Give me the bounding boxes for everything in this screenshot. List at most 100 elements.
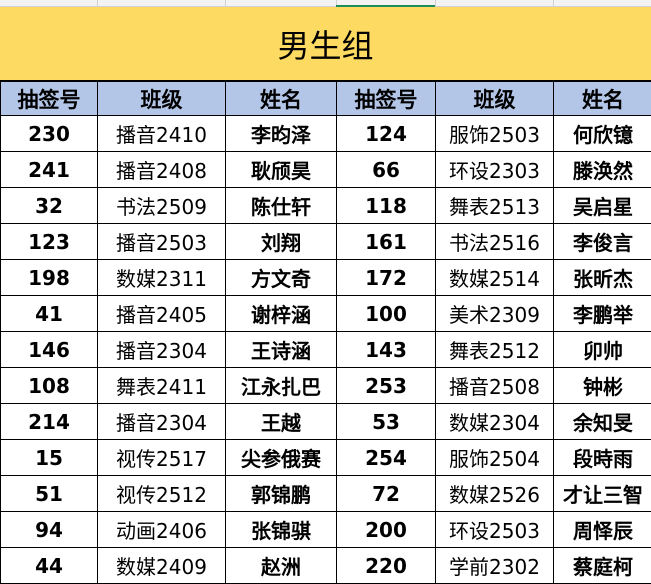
cell-class[interactable]: 数媒2526 <box>436 476 554 512</box>
cell-name[interactable]: 张锦骐 <box>226 512 337 548</box>
cell-class[interactable]: 数媒2304 <box>436 404 554 440</box>
cell-draw-number[interactable]: 214 <box>1 404 98 440</box>
cell-name[interactable]: 何欣镱 <box>554 116 651 152</box>
cell-class[interactable]: 视传2512 <box>98 476 226 512</box>
cell-class[interactable]: 播音2503 <box>98 224 226 260</box>
cell-name[interactable]: 张昕杰 <box>554 260 651 296</box>
cell-name[interactable]: 周怿辰 <box>554 512 651 548</box>
column-divider <box>225 0 226 6</box>
cell-draw-number[interactable]: 230 <box>1 116 98 152</box>
cell-class[interactable]: 播音2304 <box>98 332 226 368</box>
cell-draw-number[interactable]: 53 <box>337 404 436 440</box>
cell-draw-number[interactable]: 32 <box>1 188 98 224</box>
cell-class[interactable]: 播音2405 <box>98 296 226 332</box>
cell-name[interactable]: 王诗涵 <box>226 332 337 368</box>
cell-class[interactable]: 数媒2311 <box>98 260 226 296</box>
cell-class[interactable]: 舞表2513 <box>436 188 554 224</box>
cell-draw-number[interactable]: 220 <box>337 548 436 584</box>
cell-name[interactable]: 郭锦鹏 <box>226 476 337 512</box>
cell-class[interactable]: 播音2410 <box>98 116 226 152</box>
header-class[interactable]: 班级 <box>98 82 226 116</box>
cell-name[interactable]: 谢梓涵 <box>226 296 337 332</box>
cell-draw-number[interactable]: 124 <box>337 116 436 152</box>
cell-name[interactable]: 吴启星 <box>554 188 651 224</box>
cell-class[interactable]: 环设2303 <box>436 152 554 188</box>
cell-class[interactable]: 播音2508 <box>436 368 554 404</box>
cell-class[interactable]: 环设2503 <box>436 512 554 548</box>
header-draw-number[interactable]: 抽签号 <box>337 82 436 116</box>
cell-name[interactable]: 李昀泽 <box>226 116 337 152</box>
cell-name[interactable]: 方文奇 <box>226 260 337 296</box>
cell-name[interactable]: 耿颀昊 <box>226 152 337 188</box>
header-name[interactable]: 姓名 <box>554 82 651 116</box>
cell-class[interactable]: 书法2516 <box>436 224 554 260</box>
cell-name[interactable]: 滕涣然 <box>554 152 651 188</box>
cell-draw-number[interactable]: 118 <box>337 188 436 224</box>
cell-name[interactable]: 刘翔 <box>226 224 337 260</box>
header-name[interactable]: 姓名 <box>226 82 337 116</box>
cell-class[interactable]: 动画2406 <box>98 512 226 548</box>
cell-name[interactable]: 钟彬 <box>554 368 651 404</box>
cell-name[interactable]: 赵洲 <box>226 548 337 584</box>
cell-class[interactable]: 舞表2411 <box>98 368 226 404</box>
cell-draw-number[interactable]: 108 <box>1 368 98 404</box>
column-divider <box>435 0 436 6</box>
header-class[interactable]: 班级 <box>436 82 554 116</box>
cell-draw-number[interactable]: 66 <box>337 152 436 188</box>
cell-class[interactable]: 数媒2409 <box>98 548 226 584</box>
cell-name[interactable]: 李俊言 <box>554 224 651 260</box>
cell-draw-number[interactable]: 72 <box>337 476 436 512</box>
cell-draw-number[interactable]: 94 <box>1 512 98 548</box>
column-header-strip <box>0 0 651 7</box>
cell-name[interactable]: 陈仕轩 <box>226 188 337 224</box>
cell-class[interactable]: 舞表2512 <box>436 332 554 368</box>
cell-draw-number[interactable]: 143 <box>337 332 436 368</box>
cell-name[interactable]: 段時雨 <box>554 440 651 476</box>
cell-draw-number[interactable]: 15 <box>1 440 98 476</box>
header-draw-number[interactable]: 抽签号 <box>1 82 98 116</box>
cell-draw-number[interactable]: 254 <box>337 440 436 476</box>
cell-class[interactable]: 美术2309 <box>436 296 554 332</box>
cell-draw-number[interactable]: 161 <box>337 224 436 260</box>
cell-class[interactable]: 服饰2504 <box>436 440 554 476</box>
header-row: 抽签号班级姓名抽签号班级姓名 <box>1 82 651 116</box>
cell-draw-number[interactable]: 51 <box>1 476 98 512</box>
cell-draw-number[interactable]: 41 <box>1 296 98 332</box>
sheet-title[interactable]: 男生组 <box>0 7 651 81</box>
cell-name[interactable]: 尖参俄赛 <box>226 440 337 476</box>
cell-name[interactable]: 才让三智 <box>554 476 651 512</box>
cell-class[interactable]: 播音2408 <box>98 152 226 188</box>
cell-draw-number[interactable]: 200 <box>337 512 436 548</box>
cell-name[interactable]: 卯帅 <box>554 332 651 368</box>
cell-name[interactable]: 李鹏举 <box>554 296 651 332</box>
cell-draw-number[interactable]: 172 <box>337 260 436 296</box>
cell-class[interactable]: 数媒2514 <box>436 260 554 296</box>
cell-name[interactable]: 王越 <box>226 404 337 440</box>
cell-draw-number[interactable]: 146 <box>1 332 98 368</box>
cell-draw-number[interactable]: 241 <box>1 152 98 188</box>
cell-class[interactable]: 服饰2503 <box>436 116 554 152</box>
cell-class[interactable]: 书法2509 <box>98 188 226 224</box>
column-divider <box>553 0 554 6</box>
cell-class[interactable]: 学前2302 <box>436 548 554 584</box>
cell-class[interactable]: 播音2304 <box>98 404 226 440</box>
cell-draw-number[interactable]: 100 <box>337 296 436 332</box>
cell-draw-number[interactable]: 198 <box>1 260 98 296</box>
cell-class[interactable]: 视传2517 <box>98 440 226 476</box>
cell-draw-number[interactable]: 253 <box>337 368 436 404</box>
cell-draw-number[interactable]: 44 <box>1 548 98 584</box>
cell-name[interactable]: 余知旻 <box>554 404 651 440</box>
cell-name[interactable]: 江永扎巴 <box>226 368 337 404</box>
cell-draw-number[interactable]: 123 <box>1 224 98 260</box>
cell-name[interactable]: 蔡庭柯 <box>554 548 651 584</box>
column-divider <box>97 0 98 6</box>
